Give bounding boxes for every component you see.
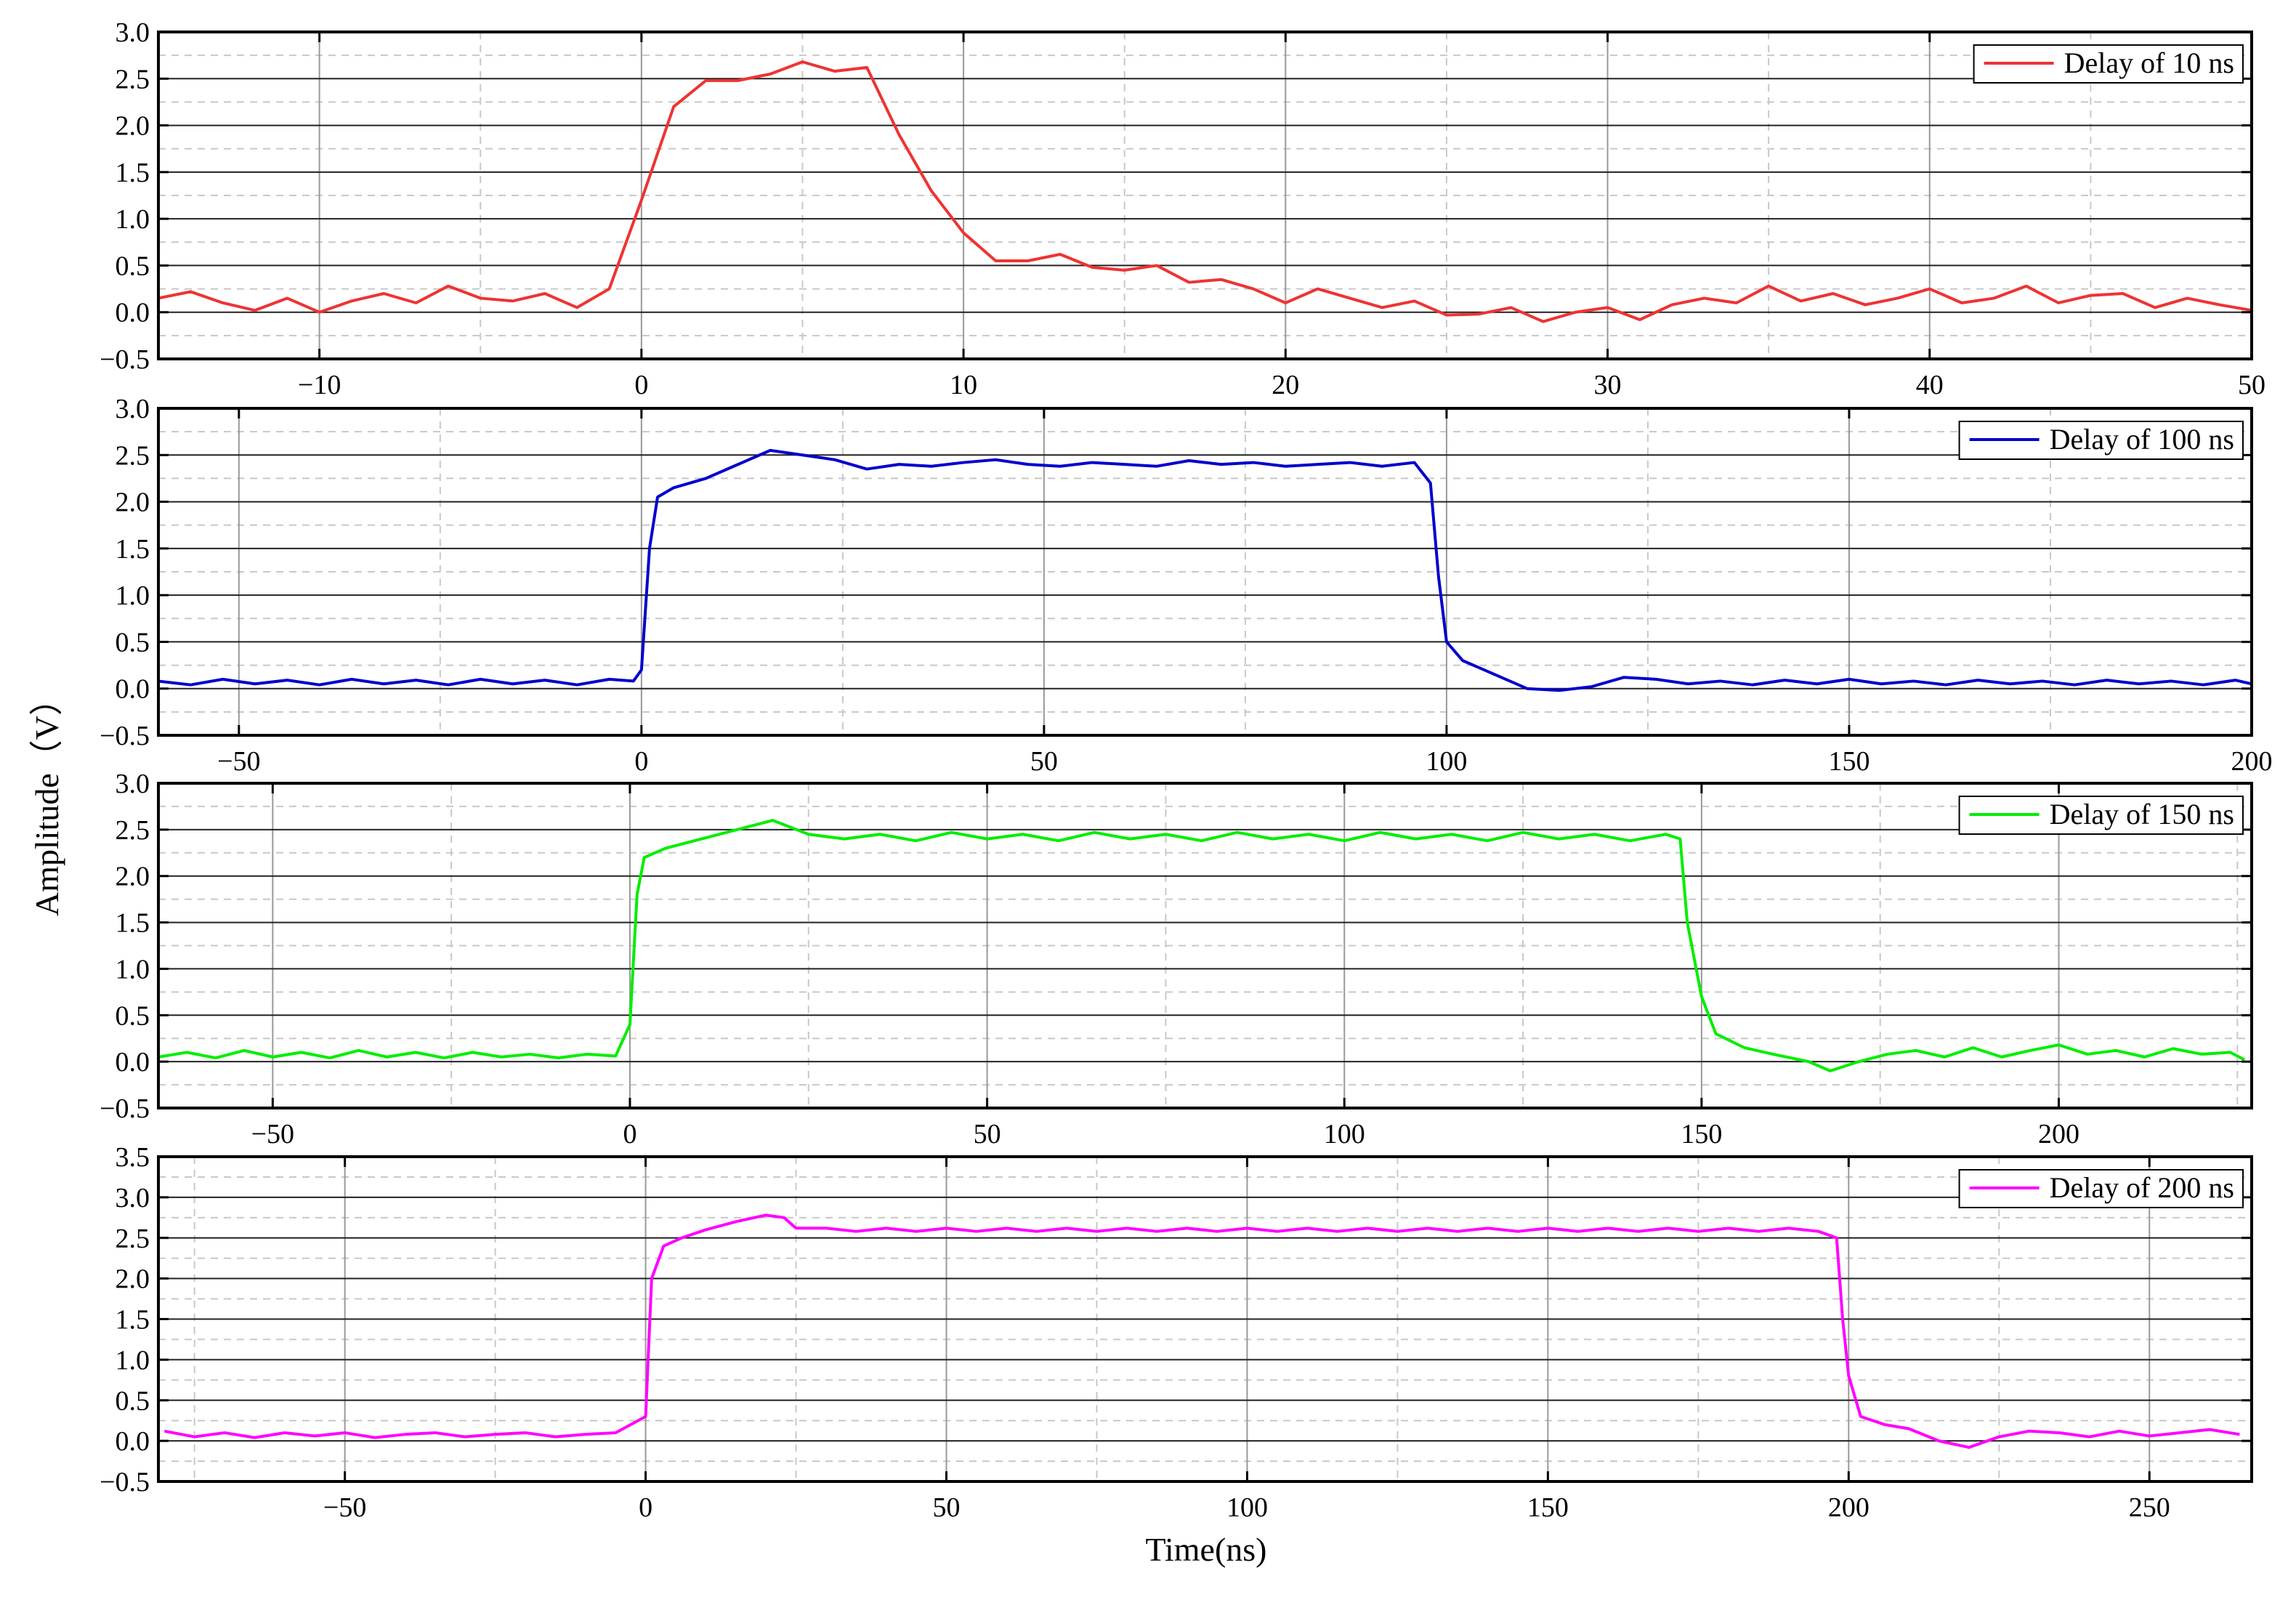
y-tick-label: −0.5 (100, 1467, 150, 1497)
legend-label: Delay of 10 ns (2064, 47, 2234, 79)
y-tick-label: 2.5 (116, 1224, 150, 1254)
y-tick-label: −0.5 (100, 344, 150, 375)
y-axis-label: Amplitude（V） (28, 682, 65, 916)
legend: Delay of 150 ns (1958, 796, 2244, 835)
subplot: −50 0 50 100 150 200 −0.5 0.0 0.5 1.0 1.5 2.0 2.5 3.0… (100, 394, 2272, 777)
x-tick-label: −50 (323, 1492, 366, 1523)
plot-frame (157, 782, 2253, 1109)
y-tick-label: 2.0 (116, 1264, 150, 1295)
x-tick-label: 20 (1272, 370, 1299, 400)
data-line (158, 448, 2252, 692)
x-tick-label: 150 (1527, 1492, 1569, 1523)
y-tick-label: 0.0 (116, 1426, 150, 1457)
x-tick-label: −50 (251, 1119, 294, 1149)
plot-frame (157, 407, 2253, 737)
legend-label: Delay of 100 ns (2050, 423, 2234, 456)
y-tick-label: 3.0 (116, 17, 150, 48)
x-tick-label: 30 (1594, 370, 1622, 400)
y-tick-label: 2.0 (116, 488, 150, 518)
y-tick-label: 2.0 (116, 111, 150, 142)
y-tick-label: 0.5 (116, 1000, 150, 1031)
y-tick-label: 0.0 (116, 674, 150, 705)
x-tick-label: 200 (2231, 746, 2273, 777)
x-tick-label: 200 (1828, 1492, 1869, 1523)
plot-frame (157, 31, 2253, 360)
y-tick-label: 0.5 (116, 251, 150, 281)
x-tick-label: −50 (217, 746, 260, 777)
y-tick-label: 1.0 (116, 204, 150, 235)
y-tick-label: 3.0 (116, 1183, 150, 1213)
x-axis-label: Time(ns) (1146, 1531, 1267, 1568)
y-tick-label: 1.5 (116, 534, 150, 565)
legend-label: Delay of 150 ns (2050, 798, 2234, 830)
y-tick-label: −0.5 (100, 1093, 150, 1124)
y-tick-label: 1.0 (116, 581, 150, 611)
y-tick-label: 2.5 (116, 64, 150, 94)
y-tick-label: 3.0 (116, 394, 150, 424)
subplot: −10 0 10 20 30 40 50 −0.5 0.0 0.5 1.0 1.5 2.0 2.5 3.0 D… (100, 17, 2265, 400)
x-tick-label: 100 (1426, 746, 1467, 777)
y-tick-label: 0.5 (116, 627, 150, 658)
legend: Delay of 10 ns (1973, 44, 2244, 84)
subplot: −50 0 50 100 150 200 250 −0.5 0.0 0.5 1.0 1.5 2.0 2.5… (100, 1142, 2253, 1523)
data-line (158, 60, 2252, 323)
x-tick-label: 40 (1916, 370, 1944, 400)
x-tick-label: 0 (634, 746, 648, 777)
x-tick-label: 150 (1828, 746, 1869, 777)
y-tick-label: 1.5 (116, 1305, 150, 1335)
y-tick-label: 1.5 (116, 908, 150, 939)
legend: Delay of 100 ns (1958, 421, 2244, 460)
y-tick-label: 0.0 (116, 298, 150, 328)
y-tick-label: 1.5 (116, 158, 150, 188)
x-tick-label: 50 (1030, 746, 1058, 777)
x-tick-label: 200 (2038, 1119, 2079, 1149)
x-tick-label: 250 (2129, 1492, 2170, 1523)
legend-label: Delay of 200 ns (2050, 1171, 2234, 1204)
x-tick-label: 0 (634, 370, 648, 400)
x-tick-label: 150 (1681, 1119, 1722, 1149)
y-tick-label: 2.0 (116, 862, 150, 892)
y-tick-label: 0.5 (116, 1386, 150, 1416)
y-tick-label: 1.0 (116, 1345, 150, 1375)
x-tick-label: 50 (933, 1492, 961, 1523)
x-tick-label: 10 (950, 370, 977, 400)
y-tick-label: 2.5 (116, 440, 150, 471)
legend: Delay of 200 ns (1958, 1169, 2244, 1208)
y-tick-label: 1.0 (116, 954, 150, 985)
y-tick-label: 3.5 (116, 1142, 150, 1173)
y-tick-label: −0.5 (100, 721, 150, 751)
y-tick-label: 0.0 (116, 1047, 150, 1078)
data-line (163, 1213, 2240, 1450)
x-tick-label: 50 (974, 1119, 1001, 1149)
x-tick-label: 0 (623, 1119, 636, 1149)
x-tick-label: 100 (1226, 1492, 1268, 1523)
x-tick-label: −10 (298, 370, 341, 400)
subplot: −50 0 50 100 150 200 −0.5 0.0 0.5 1.0 1.5 2.0 2.5 3.0… (100, 769, 2253, 1149)
data-line (158, 819, 2246, 1072)
x-tick-label: 50 (2238, 370, 2265, 400)
y-tick-label: 3.0 (116, 769, 150, 799)
x-tick-label: 0 (639, 1492, 652, 1523)
y-tick-label: 2.5 (116, 815, 150, 846)
x-tick-label: 100 (1324, 1119, 1365, 1149)
